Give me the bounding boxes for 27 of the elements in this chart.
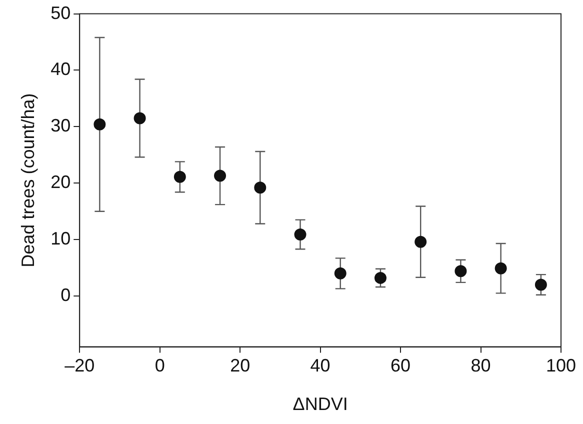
- point: [374, 272, 386, 284]
- y-tick-label: 0: [60, 284, 71, 305]
- x-tick-label: 40: [310, 356, 330, 376]
- y-tick-label: 20: [50, 172, 71, 192]
- x-tick-label: 100: [546, 356, 576, 376]
- point: [254, 182, 266, 194]
- x-tick-label: 80: [470, 356, 491, 376]
- point: [294, 228, 306, 240]
- point: [534, 278, 547, 291]
- point: [334, 267, 346, 280]
- point: [174, 170, 186, 183]
- y-tick-label: 10: [50, 228, 71, 249]
- point: [214, 170, 226, 182]
- y-axis-title: Dead trees (count/ha): [18, 93, 38, 268]
- point: [94, 118, 106, 130]
- x-axis-title: ΔNDVI: [292, 394, 348, 414]
- point: [134, 112, 146, 124]
- point: [454, 265, 467, 278]
- x-tick-label: –20: [64, 356, 95, 376]
- x-tick-label: 20: [230, 356, 250, 376]
- y-tick-label: 30: [50, 116, 71, 136]
- y-tick-label: 40: [50, 59, 71, 80]
- y-tick-label: 50: [50, 2, 71, 23]
- x-tick-label: 60: [390, 356, 411, 376]
- point: [414, 236, 427, 248]
- point: [494, 262, 507, 274]
- x-tick-label: 0: [154, 356, 165, 376]
